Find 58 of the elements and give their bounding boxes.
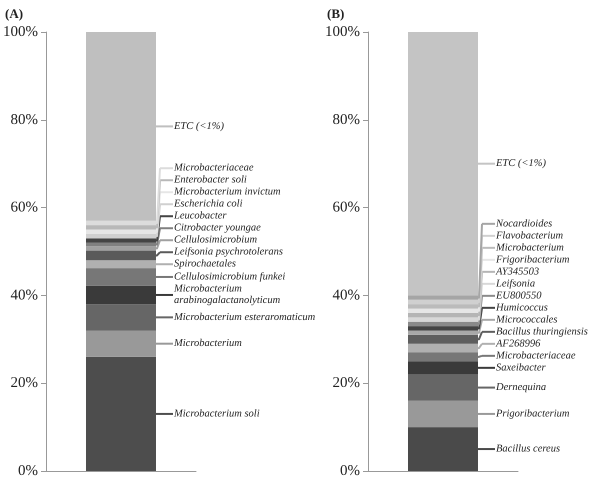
- chart-title: (B): [327, 6, 344, 21]
- legend-label: Dernequina: [495, 382, 546, 394]
- y-tick-label: 80%: [332, 112, 360, 128]
- bar: [86, 32, 156, 221]
- legend-label: Leifsonia: [495, 278, 536, 290]
- legend-label: EU800550: [495, 290, 542, 302]
- legend-label: Microbacteriaceae: [173, 162, 254, 174]
- bar: [86, 330, 156, 357]
- y-tick-label: 100%: [324, 24, 360, 40]
- legend-label: Saxeibacter: [496, 362, 546, 374]
- legend-label: Bacillus cereus: [496, 444, 560, 455]
- legend-label: Leifsonia psychrotolerans: [173, 246, 283, 258]
- legend-label: Microbacterium: [495, 242, 564, 254]
- legend-label: Frigoribacterium: [495, 254, 570, 266]
- legend-label: Escherichia coli: [173, 198, 243, 210]
- bar: [408, 361, 478, 374]
- legend-label: Microbacterium: [173, 338, 242, 350]
- legend-label: Microbacteriaceae: [495, 350, 576, 362]
- bar: [86, 286, 156, 304]
- legend-label: AF268996: [495, 338, 542, 350]
- legend-label: Humicoccus: [495, 302, 548, 314]
- legend-label: Leucobacter: [173, 210, 228, 222]
- legend-label: Prigoribacterium: [495, 408, 570, 420]
- legend-label: Microbacterium arabinogalactanolyticum: [173, 284, 281, 306]
- y-tick-label: 100%: [2, 24, 38, 40]
- y-tick-label: 40%: [10, 287, 38, 304]
- bar: [408, 400, 478, 428]
- legend-label: Microbacterium invictum: [173, 186, 282, 198]
- legend-label: Microbacterium esteraromaticum: [173, 312, 316, 323]
- legend-label: AY345503: [495, 266, 540, 278]
- legend-label: ETC (<1%): [495, 158, 546, 170]
- legend-label: ETC (<1%): [173, 120, 224, 132]
- bar: [408, 374, 478, 401]
- legend-label: Bacillus thuringiensis: [496, 326, 588, 338]
- legend-label: Nocardioides: [495, 218, 552, 230]
- legend-label: Spirochaetales: [174, 258, 236, 270]
- y-tick-label: 0%: [340, 463, 360, 479]
- bar: [86, 304, 156, 331]
- y-tick-label: 80%: [10, 112, 38, 128]
- y-tick-label: 60%: [10, 200, 38, 216]
- legend-label: Citrobacter youngae: [174, 222, 262, 234]
- legend-label: Cellulosimicrobium: [174, 234, 258, 246]
- legend-label: Microbacterium soli: [173, 408, 260, 420]
- y-tick-label: 20%: [10, 375, 38, 392]
- legend-label: Cellulosimicrobium funkei: [174, 271, 286, 282]
- bar: [86, 268, 156, 286]
- y-tick-label: 60%: [332, 200, 360, 216]
- bar: [408, 427, 478, 471]
- y-tick-label: 0%: [18, 463, 38, 479]
- legend-label: Flavobacterium: [495, 230, 564, 242]
- chart-title: (A): [5, 6, 24, 21]
- bar: [408, 32, 478, 296]
- y-tick-label: 20%: [332, 375, 360, 392]
- y-tick-label: 40%: [332, 287, 360, 304]
- bar: [86, 356, 156, 471]
- legend-label: Micrococcales: [495, 314, 558, 326]
- bar: [86, 260, 156, 268]
- legend-label: Enterobacter soli: [173, 174, 247, 186]
